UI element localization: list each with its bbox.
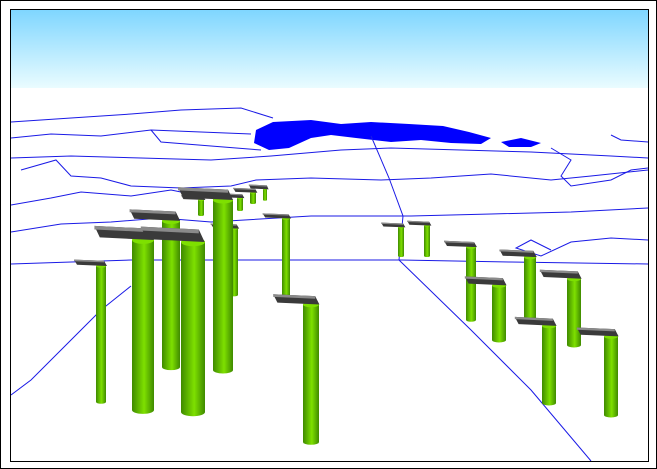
bar-flag-shade	[233, 187, 256, 191]
data-bar-bar-18[interactable]	[499, 249, 537, 323]
bar-cylinder	[198, 200, 204, 217]
bar-cylinder	[604, 336, 618, 418]
bar-flag-shade	[74, 259, 104, 263]
water-bodies	[254, 120, 541, 150]
data-bar-bar-14[interactable]	[140, 226, 205, 417]
bar-cylinder	[303, 304, 319, 445]
data-bar-bar-16[interactable]	[444, 240, 477, 322]
bar-cylinder	[250, 192, 256, 205]
bar-flag-shade	[514, 316, 553, 321]
data-bar-bar-20[interactable]	[514, 316, 557, 406]
bar-flag-shade	[129, 209, 176, 215]
lake-large	[254, 120, 491, 150]
bar-flag-shade	[444, 240, 474, 244]
bar-cylinder	[96, 266, 106, 404]
bar-cylinder	[237, 198, 243, 212]
bar-flag-shade	[407, 220, 430, 223]
bar-cylinder	[263, 189, 267, 201]
bars-layer	[74, 184, 619, 445]
ground-plane	[11, 88, 648, 461]
bar-cylinder	[181, 242, 205, 417]
map-3d-canvas[interactable]	[11, 10, 648, 461]
bar-cylinder	[213, 200, 233, 374]
data-bar-bar-10[interactable]	[74, 259, 107, 404]
bar-flag-shade	[273, 294, 316, 299]
bar-cylinder	[524, 257, 536, 323]
bar-flag-shade	[576, 327, 615, 332]
bar-cylinder	[162, 220, 180, 371]
bar-cylinder	[567, 278, 581, 348]
data-bar-bar-12[interactable]	[94, 225, 154, 414]
data-bar-bar-11[interactable]	[129, 209, 181, 371]
data-bar-bar-04[interactable]	[233, 187, 258, 205]
bar-cylinder	[424, 225, 430, 258]
bar-flag-shade	[140, 226, 199, 234]
data-bar-bar-05[interactable]	[248, 184, 269, 201]
sky	[11, 10, 648, 88]
bar-cylinder	[398, 227, 404, 258]
bar-cylinder	[542, 325, 556, 406]
bar-flag-shade	[248, 184, 267, 187]
bar-cylinder	[132, 240, 154, 414]
data-bar-bar-21[interactable]	[576, 327, 619, 418]
data-bar-bar-06[interactable]	[381, 222, 406, 258]
data-bar-bar-13[interactable]	[178, 187, 233, 374]
bar-flag-shade	[381, 222, 404, 225]
bar-cylinder	[282, 218, 290, 297]
bar-flag-shade	[262, 213, 289, 216]
bar-flag-shade	[499, 249, 534, 253]
data-bar-bar-17[interactable]	[464, 276, 507, 343]
data-bar-bar-09[interactable]	[262, 213, 292, 297]
bar-flag-shade	[464, 276, 503, 281]
bar-flag-shade	[94, 225, 149, 233]
map-3d-viewport[interactable]	[10, 9, 649, 462]
data-bar-bar-19[interactable]	[539, 269, 582, 348]
bar-cylinder	[492, 285, 506, 343]
lake-small	[501, 138, 541, 147]
bar-flag-shade	[178, 187, 228, 193]
data-bar-bar-07[interactable]	[407, 220, 432, 258]
bar-cylinder	[466, 247, 476, 322]
data-bar-bar-15[interactable]	[273, 294, 320, 445]
bar-flag-shade	[539, 269, 578, 274]
